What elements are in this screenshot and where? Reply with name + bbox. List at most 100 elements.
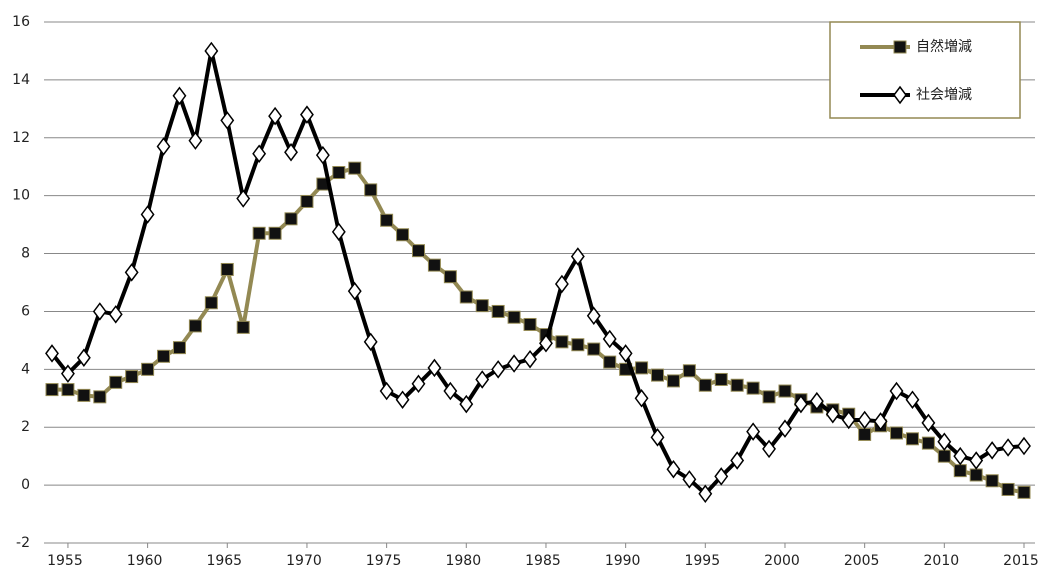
marker <box>793 394 808 414</box>
marker <box>284 143 298 162</box>
marker <box>921 413 936 433</box>
marker <box>937 449 951 463</box>
marker <box>555 335 569 349</box>
marker <box>188 319 202 333</box>
marker <box>348 161 362 175</box>
marker <box>204 41 219 61</box>
marker <box>236 320 250 334</box>
marker <box>45 383 59 397</box>
marker <box>172 341 186 355</box>
marker <box>682 470 697 489</box>
marker <box>380 213 394 227</box>
y-tick-label: 10 <box>12 188 30 204</box>
marker <box>778 419 792 438</box>
marker <box>507 310 521 324</box>
marker <box>300 105 314 124</box>
marker <box>809 391 824 411</box>
marker <box>603 355 617 369</box>
marker <box>124 263 139 282</box>
marker <box>1017 436 1031 456</box>
marker <box>491 360 506 379</box>
marker <box>411 374 426 394</box>
marker <box>347 281 362 301</box>
marker <box>890 426 904 440</box>
marker <box>873 412 888 431</box>
x-tick-label: 1965 <box>206 553 242 569</box>
marker <box>666 459 681 479</box>
marker <box>698 378 712 392</box>
x-tick-label: 1955 <box>47 553 83 569</box>
marker <box>92 302 107 321</box>
marker <box>905 432 919 446</box>
marker <box>156 137 171 156</box>
x-tick-label: 1995 <box>684 553 720 569</box>
y-tick-label: 4 <box>21 361 30 377</box>
marker <box>682 364 696 378</box>
marker <box>762 439 776 459</box>
marker <box>396 228 410 242</box>
y-tick-label: 0 <box>21 477 30 493</box>
marker <box>252 144 267 163</box>
x-tick-label: 1980 <box>445 553 481 569</box>
marker <box>475 299 489 313</box>
marker <box>300 194 314 208</box>
legend-label: 自然増減 <box>916 38 972 55</box>
marker <box>427 358 442 378</box>
marker <box>858 427 872 441</box>
marker <box>45 344 59 363</box>
marker <box>618 344 633 363</box>
marker <box>698 484 713 504</box>
marker <box>571 338 585 352</box>
marker <box>714 467 729 486</box>
marker <box>507 354 522 373</box>
marker <box>108 305 123 324</box>
y-tick-label: 12 <box>12 130 30 146</box>
marker <box>395 390 410 409</box>
x-tick-label: 2015 <box>1003 553 1039 569</box>
marker <box>268 226 282 240</box>
x-tick-label: 2000 <box>764 553 800 569</box>
marker <box>666 374 680 388</box>
marker <box>125 370 139 384</box>
marker <box>443 270 457 284</box>
marker <box>857 410 872 430</box>
marker <box>427 258 441 272</box>
marker <box>1001 482 1015 496</box>
y-tick-label: 14 <box>12 72 30 88</box>
marker <box>109 375 123 389</box>
marker <box>634 389 649 408</box>
marker <box>459 290 473 304</box>
y-tick-label: 2 <box>21 419 30 435</box>
marker <box>331 222 346 242</box>
marker <box>539 334 553 353</box>
marker <box>570 247 585 266</box>
marker <box>77 388 91 402</box>
marker <box>953 464 967 478</box>
marker <box>921 436 935 450</box>
marker <box>985 474 999 488</box>
marker <box>825 404 840 424</box>
x-tick-label: 1975 <box>366 553 402 569</box>
marker <box>730 451 745 470</box>
marker <box>746 422 761 441</box>
marker <box>363 332 378 352</box>
marker <box>969 468 983 482</box>
x-tick-label: 2010 <box>924 553 960 569</box>
marker <box>778 384 792 398</box>
marker <box>985 441 1000 460</box>
marker <box>332 166 346 180</box>
marker <box>93 390 107 404</box>
marker <box>315 145 330 165</box>
marker <box>889 381 904 401</box>
marker <box>140 205 155 224</box>
x-tick-label: 1960 <box>127 553 163 569</box>
y-tick-label: 6 <box>21 303 30 319</box>
marker <box>523 349 537 369</box>
marker <box>1001 438 1016 457</box>
marker <box>379 381 394 401</box>
marker <box>554 274 569 294</box>
y-tick-label: -2 <box>16 535 30 551</box>
